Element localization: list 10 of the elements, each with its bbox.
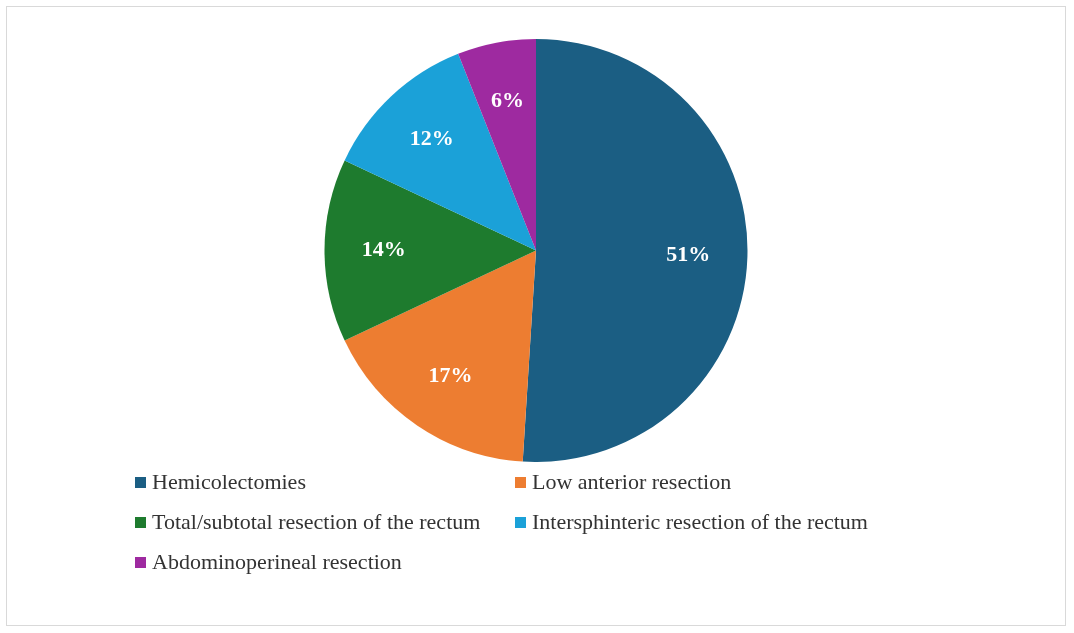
legend-label: Intersphinteric resection of the rectum xyxy=(532,509,868,535)
data-label: 12% xyxy=(409,125,454,151)
legend-label: Abdominoperineal resection xyxy=(152,549,402,575)
data-label: 17% xyxy=(428,362,473,388)
legend-label: Hemicolectomies xyxy=(152,469,306,495)
data-label: 6% xyxy=(490,86,524,112)
data-label: 51% xyxy=(666,240,711,266)
legend-label: Total/subtotal resection of the rectum xyxy=(152,509,481,535)
legend-label: Low anterior resection xyxy=(532,469,732,495)
data-label: 14% xyxy=(361,236,406,262)
